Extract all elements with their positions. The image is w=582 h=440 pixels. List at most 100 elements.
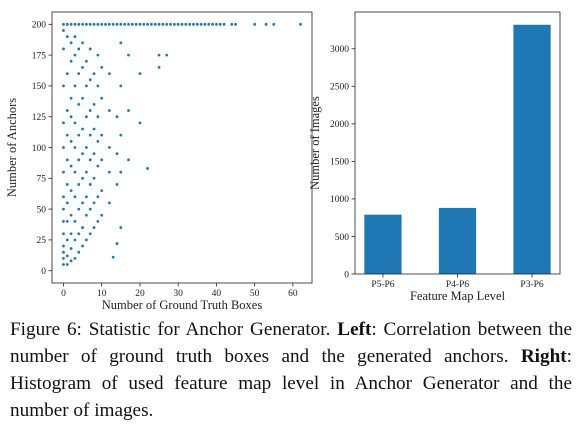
scatter-point	[69, 22, 73, 26]
x-tick-label: 20	[135, 289, 145, 299]
y-tick-label: 100	[32, 144, 47, 154]
scatter-point	[77, 102, 81, 106]
y-axis-label: Number of Anchors	[5, 98, 19, 197]
bar	[438, 207, 477, 274]
x-tick-label: 30	[173, 289, 183, 299]
scatter-point	[81, 244, 84, 248]
scatter-point	[69, 247, 73, 250]
scatter-point	[81, 201, 84, 205]
scatter-point	[81, 96, 84, 100]
scatter-point	[77, 133, 81, 137]
scatter-point	[85, 22, 88, 26]
scatter-point	[222, 22, 226, 26]
scatter-point	[65, 72, 69, 75]
scatter-point	[77, 72, 81, 75]
scatter-point	[104, 22, 107, 26]
scatter-point	[81, 127, 84, 131]
scatter-point	[65, 254, 69, 258]
scatter-point	[85, 84, 88, 88]
scatter-point	[85, 59, 88, 63]
scatter-point	[77, 250, 81, 254]
x-tick-label: 10	[97, 289, 107, 299]
scatter-point	[299, 22, 302, 26]
scatter-point	[69, 232, 73, 236]
scatter-point	[138, 22, 142, 26]
scatter-point	[172, 22, 176, 26]
scatter-point	[146, 167, 149, 170]
scatter-point	[127, 53, 130, 57]
scatter-point	[62, 195, 65, 199]
scatter-point	[73, 22, 77, 26]
scatter-point	[81, 152, 84, 156]
y-tick-label: 175	[32, 51, 47, 61]
scatter-point	[69, 139, 73, 143]
scatter-point	[88, 109, 92, 112]
scatter-point	[88, 183, 92, 186]
scatter-point	[88, 78, 92, 82]
figure: 0 10 20 30 40 50 60 0 25 50 75 100 125 150 175 200 Numbe…	[5, 11, 561, 310]
y-tick-label: 25	[37, 236, 47, 246]
scatter-point	[62, 121, 65, 125]
scatter-point	[199, 22, 203, 26]
caption-left-label: Left	[337, 319, 372, 340]
scatter-point	[157, 53, 161, 57]
scatter-point	[96, 84, 100, 88]
scatter-point	[62, 220, 65, 223]
scatter-point	[100, 66, 104, 69]
scatter-point	[69, 115, 73, 119]
scatter-point	[165, 22, 169, 26]
scatter-point	[230, 22, 234, 26]
scatter-point	[107, 146, 111, 149]
scatter-point	[138, 121, 142, 125]
x-tick-label: P4-P6	[446, 280, 469, 290]
scatter-point	[65, 263, 69, 266]
scatter-point	[88, 158, 92, 162]
scatter-point	[69, 59, 73, 63]
scatter-point	[88, 22, 92, 26]
scatter-point	[62, 250, 65, 254]
scatter-point	[81, 66, 84, 69]
scatter-point	[111, 22, 115, 26]
bar	[364, 214, 402, 274]
scatter-point	[81, 176, 84, 180]
x-tick-label: 0	[61, 289, 66, 299]
scatter-point	[77, 47, 81, 51]
scatter-point	[69, 213, 73, 217]
y-tick-label: 1500	[330, 158, 349, 168]
y-tick-label: 3000	[330, 45, 349, 55]
x-axis-label: Number of Ground Truth Boxes	[102, 298, 263, 310]
scatter-point	[73, 121, 77, 125]
scatter-point	[69, 41, 73, 45]
y-tick-label: 50	[37, 205, 47, 215]
scatter-point	[88, 47, 92, 51]
scatter-point	[96, 220, 100, 223]
scatter-point	[85, 115, 88, 119]
scatter-point	[73, 220, 77, 223]
y-tick-label: 200	[32, 21, 47, 31]
scatter-point	[73, 53, 77, 57]
scatter-point	[195, 22, 199, 26]
scatter-point	[218, 22, 222, 26]
scatter-point	[81, 22, 84, 26]
scatter-point	[65, 183, 69, 186]
scatter-point	[234, 22, 237, 26]
scatter-point	[92, 201, 96, 205]
scatter-point	[73, 238, 77, 242]
caption-intro: Figure 6: Statistic for Anchor Generator…	[10, 319, 331, 340]
y-tick-label: 0	[41, 267, 46, 277]
scatter-point	[69, 259, 73, 263]
scatter-point	[115, 152, 119, 156]
x-tick-label: P5-P6	[371, 280, 394, 290]
scatter-point	[119, 41, 123, 45]
scatter-point	[65, 220, 69, 223]
scatter-point	[111, 255, 115, 259]
caption-right-text: : Histogram of used feature map level in…	[10, 346, 572, 421]
scatter-point	[69, 164, 73, 168]
caption-left-text: : Correlation between the number of grou…	[10, 319, 572, 367]
scatter-point	[119, 133, 123, 137]
scatter-point	[119, 170, 123, 174]
scatter-point	[77, 22, 81, 26]
scatter-point	[65, 22, 69, 26]
scatter-point	[157, 22, 161, 26]
scatter-point	[96, 53, 100, 57]
